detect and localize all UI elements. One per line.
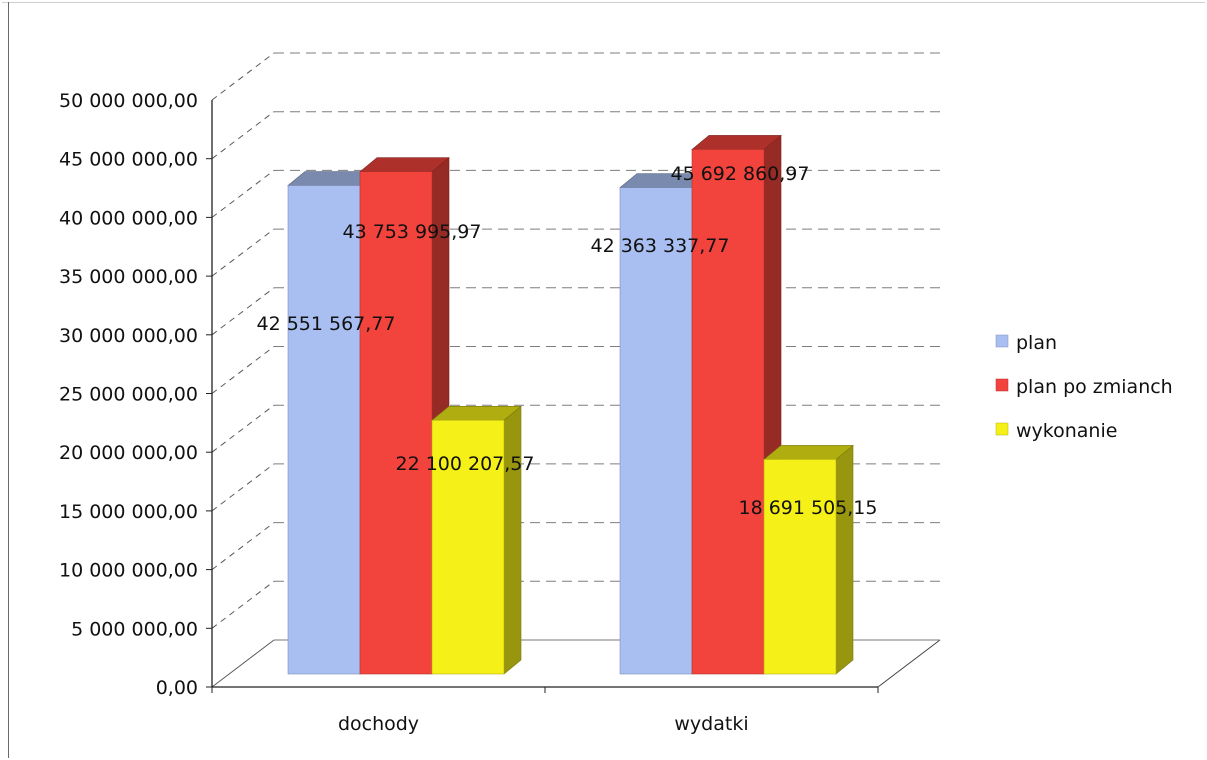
grid-side-tick	[211, 52, 275, 101]
y-tick-label: 35 000 000,00	[59, 266, 198, 288]
grid-side-tick	[211, 639, 275, 688]
x-category-label: wydatki	[674, 713, 748, 735]
y-tick-label: 20 000 000,00	[59, 442, 198, 464]
legend-swatch	[995, 378, 1009, 392]
legend-label: wykonanie	[1016, 420, 1117, 442]
x-category-label: dochody	[338, 713, 419, 735]
data-label: 18 691 505,15	[738, 497, 877, 519]
grid-side-tick	[211, 111, 275, 160]
y-tick-label: 30 000 000,00	[59, 325, 198, 347]
y-tick-label: 25 000 000,00	[59, 384, 198, 406]
legend-swatch	[995, 334, 1009, 348]
data-label: 45 692 860,97	[670, 163, 809, 185]
y-tick-label: 0,00	[156, 677, 198, 699]
floor-edge	[877, 639, 941, 688]
y-tick-label: 40 000 000,00	[59, 207, 198, 229]
bar-front	[431, 419, 505, 675]
y-tick-label: 45 000 000,00	[59, 149, 198, 171]
y-tick-label: 50 000 000,00	[59, 90, 198, 112]
chart-frame-left	[8, 2, 9, 758]
bar-front	[691, 149, 765, 675]
legend-label: plan	[1016, 332, 1057, 354]
grid-side-tick	[211, 228, 275, 277]
bar-side	[503, 405, 522, 675]
data-label: 43 753 995,97	[342, 221, 481, 243]
grid-side-tick	[211, 287, 275, 336]
bar-front	[287, 185, 361, 675]
data-label: 22 100 207,57	[395, 453, 534, 475]
grid-side-tick	[211, 346, 275, 394]
bar-front	[763, 459, 837, 675]
bar-side	[835, 444, 854, 675]
grid-side-tick	[211, 580, 275, 629]
legend-label: plan po zmianch	[1016, 376, 1173, 398]
grid-side-tick	[211, 463, 275, 512]
chart-frame-top	[2, 2, 1205, 3]
bar-front	[359, 171, 433, 675]
data-label: 42 551 567,77	[256, 313, 395, 335]
bar-dochody-wykonanie	[431, 405, 522, 675]
data-label: 42 363 337,77	[590, 235, 729, 257]
legend-swatch	[995, 422, 1009, 436]
y-tick-label: 10 000 000,00	[59, 560, 198, 582]
bar-front	[619, 187, 693, 675]
grid-side-tick	[211, 522, 275, 570]
y-tick-label: 15 000 000,00	[59, 501, 198, 523]
y-tick-label: 5 000 000,00	[71, 618, 198, 640]
grid-side-tick	[211, 170, 275, 218]
bar-wydatki-wykonanie	[763, 444, 854, 675]
grid-side-tick	[211, 404, 275, 453]
